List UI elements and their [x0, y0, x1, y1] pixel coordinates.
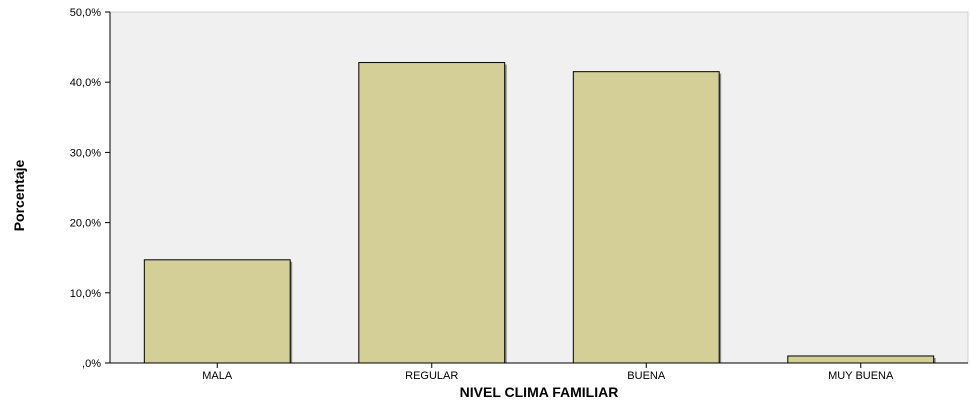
- y-tick-label: ,0%: [82, 358, 101, 370]
- y-tick-label: 50,0%: [70, 7, 101, 19]
- bar-regular: [358, 62, 506, 364]
- y-axis-ticks: ,0% 10,0% 20,0% 30,0% 40,0% 50,0%: [70, 7, 110, 370]
- y-tick-label: 20,0%: [70, 218, 101, 230]
- x-axis-ticks: MALA REGULAR BUENA MUY BUENA: [202, 363, 894, 382]
- x-tick-label: MUY BUENA: [828, 370, 894, 382]
- bars: [143, 62, 936, 364]
- y-tick-label: 40,0%: [70, 77, 101, 89]
- x-tick-label: BUENA: [627, 370, 666, 382]
- x-tick-label: REGULAR: [405, 370, 458, 382]
- bar-buena: [572, 71, 720, 364]
- y-tick-label: 30,0%: [70, 147, 101, 159]
- bar-mala: [143, 259, 291, 364]
- bar-muy-buena: [787, 355, 935, 364]
- x-tick-label: MALA: [202, 370, 233, 382]
- y-tick-label: 10,0%: [70, 288, 101, 300]
- y-axis-title: Porcentaje: [11, 159, 27, 231]
- x-axis-title: NIVEL CLIMA FAMILIAR: [460, 384, 619, 400]
